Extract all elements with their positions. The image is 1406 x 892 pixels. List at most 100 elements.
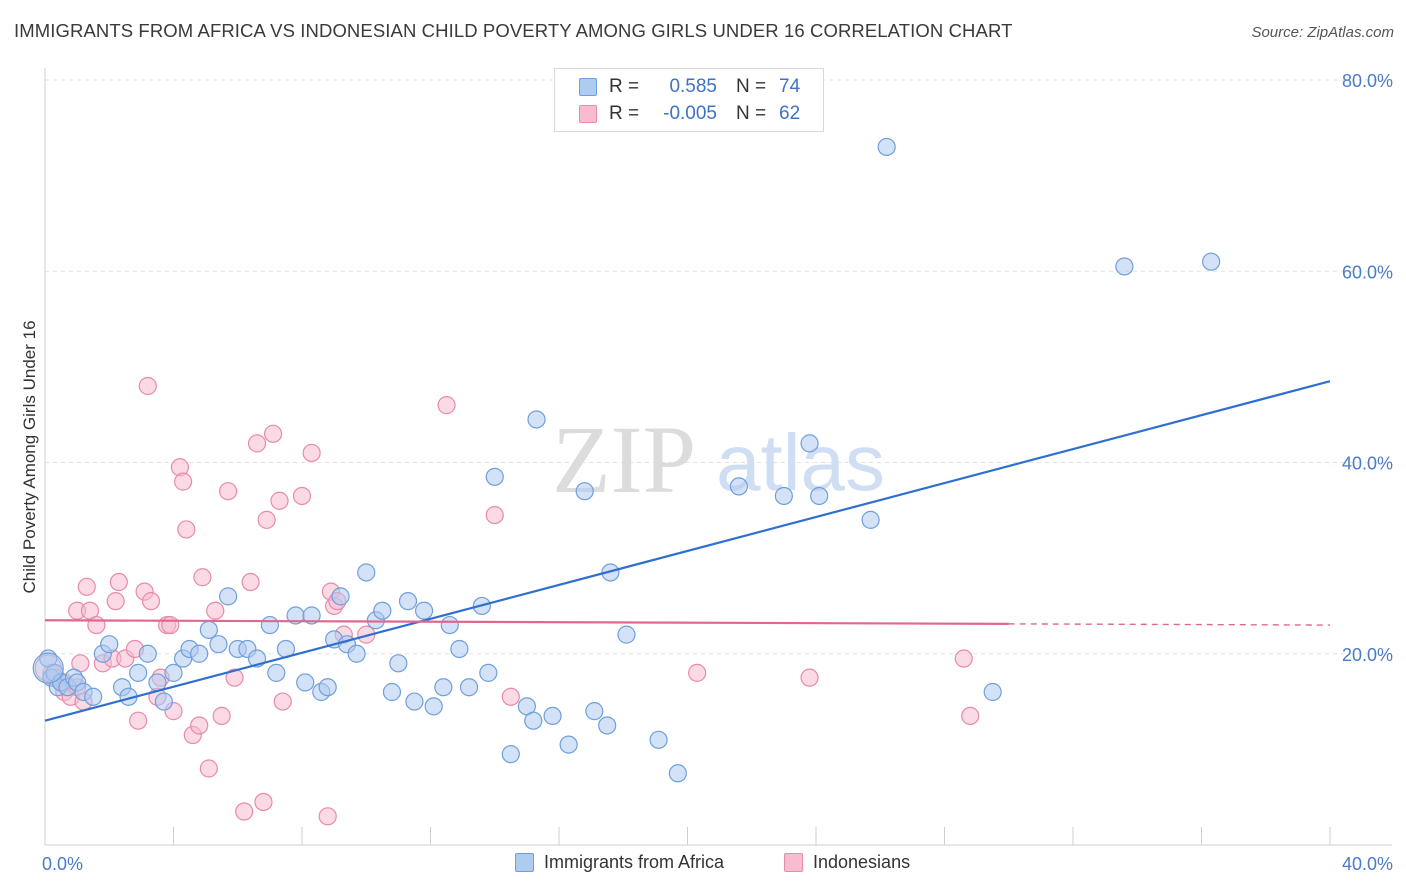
- legend-n-value: 62: [779, 103, 801, 124]
- y-tick-label: 20.0%: [1342, 645, 1393, 665]
- indonesians-point: [501, 687, 520, 706]
- africa-point: [373, 601, 392, 620]
- legend-n-label: N =: [736, 76, 767, 97]
- indonesians-point: [302, 443, 321, 463]
- legend-r-label: R =: [609, 103, 640, 124]
- africa-point: [774, 486, 793, 506]
- indonesians-point: [292, 486, 312, 506]
- africa-point: [559, 735, 578, 754]
- africa-point: [800, 434, 819, 453]
- indonesians-point: [688, 663, 707, 682]
- africa-point: [1202, 252, 1221, 271]
- africa-point: [84, 687, 103, 706]
- indonesians-point: [212, 706, 231, 726]
- africa-point: [598, 716, 617, 735]
- indonesians-point: [77, 577, 96, 596]
- indonesians-point: [106, 592, 125, 611]
- indonesians-point: [174, 472, 193, 491]
- africa-point: [382, 682, 402, 702]
- indonesians-point: [206, 601, 225, 620]
- indonesians-point: [138, 376, 157, 396]
- africa-point: [414, 601, 434, 620]
- africa-point: [1115, 257, 1134, 276]
- africa-point: [138, 644, 157, 663]
- legend-n-value: 74: [779, 76, 801, 97]
- africa-point: [199, 620, 218, 639]
- legend-n-label: N =: [736, 103, 767, 124]
- stats-legend: R = 0.585 N = 74 R = -0.005 N = 62: [554, 68, 824, 132]
- africa-point: [649, 730, 668, 749]
- y-axis-label: Child Poverty Among Girls Under 16: [20, 320, 39, 593]
- africa-point: [729, 477, 749, 496]
- x-tick-label-max: 40.0%: [1342, 854, 1393, 874]
- africa-point: [260, 615, 279, 635]
- y-tick-label: 40.0%: [1342, 454, 1393, 474]
- legend-swatch-indonesians: [579, 105, 597, 123]
- africa-point: [318, 678, 337, 697]
- africa-point: [267, 663, 286, 682]
- indonesians-point: [318, 807, 337, 826]
- africa-point: [129, 663, 148, 682]
- indonesians-point: [129, 711, 148, 730]
- africa-point: [154, 692, 173, 711]
- indonesians-point: [161, 615, 180, 635]
- africa-point: [861, 510, 880, 529]
- trendlines: [44, 380, 1331, 722]
- africa-point: [459, 678, 479, 697]
- source-credit: Source: ZipAtlas.com: [1251, 24, 1394, 41]
- indonesians-point: [263, 424, 283, 443]
- legend-r-value: 0.585: [669, 76, 717, 97]
- bottom-legend-label-indonesians: Indonesians: [813, 852, 911, 872]
- africa-point: [209, 635, 228, 654]
- indonesians-point: [257, 510, 276, 529]
- indonesians-point: [273, 692, 292, 711]
- indonesians-point: [87, 615, 106, 635]
- x-tick-label-min: 0.0%: [42, 854, 83, 874]
- bottom-legend-africa: Immigrants from Africa: [515, 852, 724, 873]
- gridlines: [45, 79, 1392, 655]
- africa-point: [585, 702, 604, 721]
- indonesians-point: [199, 759, 218, 778]
- indonesians-point: [485, 505, 504, 525]
- legend-r-value: -0.005: [663, 103, 717, 124]
- africa-point: [810, 486, 829, 506]
- bottom-legend-label-africa: Immigrants from Africa: [544, 852, 725, 872]
- africa-point: [100, 635, 119, 654]
- watermark: ZIP atlas: [552, 406, 885, 513]
- africa-points: [32, 137, 1221, 783]
- indonesians-trendline-extension: [1008, 623, 1331, 626]
- indonesians-point: [235, 802, 254, 821]
- indonesians-point: [190, 716, 209, 735]
- indonesians-point: [141, 592, 161, 611]
- legend-row-indonesians: R = -0.005 N = 62: [555, 101, 800, 127]
- africa-point: [575, 482, 594, 501]
- bottom-legend-indonesians: Indonesians: [784, 852, 910, 873]
- indonesians-point: [247, 434, 267, 453]
- africa-point: [983, 682, 1002, 702]
- indonesians-point: [193, 568, 212, 587]
- africa-point: [296, 673, 315, 692]
- legend-row-africa: R = 0.585 N = 74: [555, 74, 800, 100]
- africa-point: [302, 606, 321, 625]
- africa-trendline: [44, 380, 1331, 722]
- indonesians-point: [437, 396, 456, 415]
- indonesians-point: [241, 572, 260, 592]
- africa-point: [524, 711, 543, 730]
- africa-point: [357, 563, 376, 582]
- indonesians-point: [177, 520, 196, 539]
- y-tick-label: 80.0%: [1342, 71, 1393, 91]
- bottom-legend-swatch-africa: [515, 853, 534, 872]
- africa-point: [617, 625, 636, 644]
- africa-point: [331, 587, 350, 606]
- africa-point: [347, 644, 366, 663]
- africa-point: [219, 587, 238, 606]
- tick-labels: 20.0% 40.0% 60.0% 80.0% 0.0% 40.0%: [42, 71, 1393, 874]
- indonesians-point: [954, 649, 973, 668]
- africa-point: [450, 639, 469, 659]
- africa-point: [527, 410, 546, 429]
- indonesians-point: [961, 706, 980, 726]
- africa-point: [190, 644, 209, 663]
- africa-point: [389, 654, 408, 673]
- africa-point: [877, 137, 896, 157]
